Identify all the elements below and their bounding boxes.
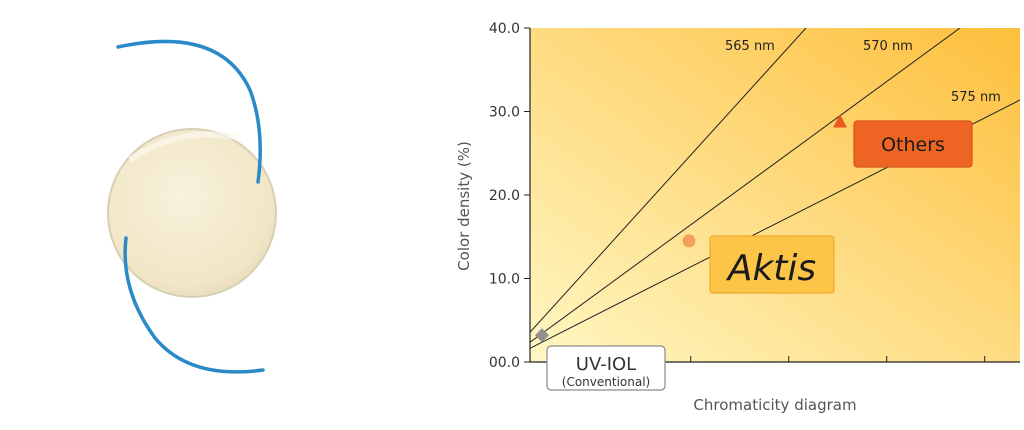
- uv-iol-sublabel: (Conventional): [562, 375, 650, 389]
- y-tick-label: 30.0: [489, 105, 520, 121]
- lens-haptic-top: [116, 39, 262, 184]
- others-label-box: Others: [853, 120, 973, 168]
- others-label: Others: [881, 134, 945, 156]
- point-aktis: [682, 234, 696, 248]
- plot-area: [530, 28, 1020, 362]
- y-tick-label: 00.0: [489, 355, 520, 371]
- lens-highlight: [128, 131, 241, 163]
- lens-haptic-bottom: [123, 236, 265, 374]
- x-axis-title: Chromaticity diagram: [693, 396, 856, 414]
- ref-label-575nm: 575 nm: [951, 90, 1001, 105]
- lens-optic: [107, 128, 277, 298]
- point-uv-iol: [535, 328, 549, 343]
- y-tick-label: 20.0: [489, 188, 520, 204]
- y-axis-title: Color density (%): [455, 141, 473, 271]
- intraocular-lens-icon: [107, 39, 277, 374]
- aktis-label-box: Aktis: [709, 235, 835, 294]
- uv-iol-label-box: UV-IOL (Conventional): [546, 345, 666, 391]
- y-tick-label: 40.0: [489, 21, 520, 37]
- ref-label-570nm: 570 nm: [863, 39, 913, 54]
- aktis-label: Aktis: [726, 248, 816, 289]
- uv-iol-label: UV-IOL: [576, 354, 636, 375]
- ref-line-565nm: [530, 28, 807, 333]
- ref-line-570nm: [530, 28, 961, 343]
- point-others: [833, 114, 847, 128]
- color-density-chart: 00.0 10.0 20.0 30.0 40.0 565 nm 570 nm 575 n…: [455, 21, 1020, 414]
- y-tick-label: 10.0: [489, 272, 520, 288]
- ref-label-565nm: 565 nm: [725, 39, 775, 54]
